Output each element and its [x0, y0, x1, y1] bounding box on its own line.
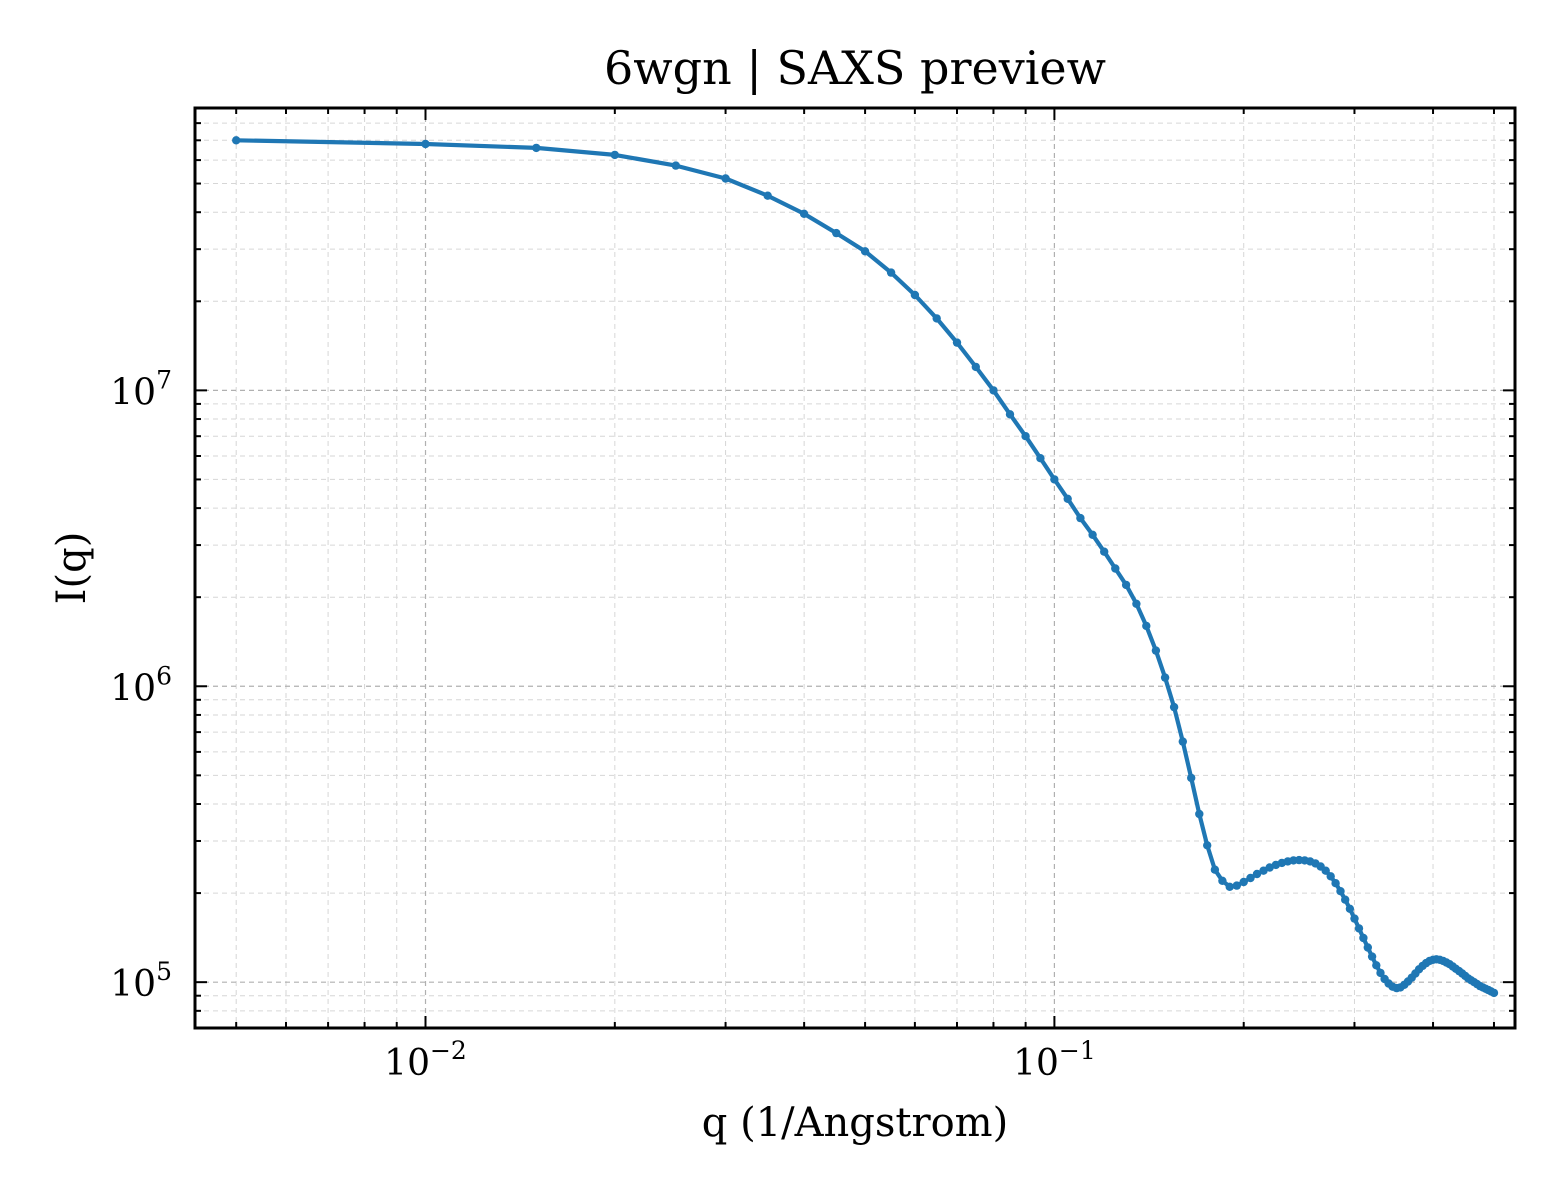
- y-tick-label: 106: [110, 661, 172, 709]
- data-point: [1326, 872, 1335, 881]
- data-point: [610, 150, 619, 160]
- data-point: [1252, 869, 1262, 879]
- data-point: [721, 174, 730, 183]
- y-tick-label: 107: [110, 365, 172, 413]
- data-point: [232, 136, 241, 145]
- plot-frame: [193, 106, 1517, 1030]
- data-point: [1489, 988, 1499, 998]
- data-point: [1331, 879, 1340, 888]
- data-point: [1142, 621, 1151, 631]
- data-point: [1372, 961, 1381, 970]
- data-point: [1376, 968, 1385, 978]
- data-point: [1151, 646, 1161, 655]
- data-point: [989, 386, 998, 395]
- data-point: [1187, 773, 1196, 783]
- data-point: [799, 209, 809, 218]
- data-point: [952, 338, 962, 347]
- data-point: [1132, 599, 1141, 608]
- data-point: [1160, 673, 1170, 682]
- axis-ticks: [195, 107, 1515, 1029]
- data-point: [1169, 702, 1179, 712]
- data-point: [1036, 454, 1045, 463]
- data-point: [1005, 410, 1015, 419]
- data-point: [1076, 513, 1085, 523]
- data-point: [860, 247, 870, 256]
- data-point: [1225, 882, 1234, 891]
- data-point: [1350, 914, 1359, 923]
- data-point: [1111, 564, 1120, 573]
- data-point: [1259, 866, 1268, 875]
- data-point: [1359, 933, 1368, 943]
- x-tick-label: 10−1: [1013, 1036, 1096, 1084]
- data-point: [1088, 530, 1097, 539]
- data-point: [532, 143, 541, 153]
- y-tick-label: 105: [110, 957, 172, 1005]
- data-point: [1063, 494, 1072, 503]
- data-point: [1363, 943, 1373, 952]
- data-point: [763, 191, 772, 200]
- chart-title: 6wgn | SAXS preview: [604, 41, 1106, 95]
- data-point: [932, 314, 941, 323]
- x-axis-label: q (1/Angstrom): [702, 1100, 1008, 1146]
- data-point: [1367, 952, 1377, 961]
- major-gridlines: [195, 108, 1515, 1028]
- x-tick-label: 10−2: [384, 1036, 467, 1084]
- data-point: [1178, 737, 1188, 746]
- data-point: [1345, 904, 1355, 913]
- data-point: [832, 228, 841, 238]
- data-point: [1321, 866, 1330, 875]
- data-point: [971, 362, 980, 372]
- data-point: [1239, 877, 1248, 887]
- tick-labels: 10−2 10−1 105 106 107: [110, 365, 1095, 1084]
- data-point: [1100, 547, 1109, 556]
- data-point: [1203, 841, 1212, 850]
- data-point: [1218, 876, 1227, 885]
- y-axis-label: I(q): [49, 532, 95, 605]
- data-point: [1232, 881, 1242, 890]
- data-point: [910, 290, 920, 300]
- data-point: [1195, 809, 1204, 819]
- data-point: [1354, 924, 1364, 933]
- data-point: [1210, 865, 1220, 874]
- data-point: [1021, 432, 1030, 441]
- data-point: [671, 161, 680, 170]
- data-point: [421, 139, 430, 149]
- series-layer: [232, 136, 1499, 998]
- data-point: [1121, 580, 1131, 590]
- data-point: [1246, 873, 1255, 883]
- data-point: [1050, 475, 1059, 484]
- data-point: [886, 268, 896, 277]
- data-point: [1341, 895, 1350, 904]
- data-point: [1336, 887, 1345, 896]
